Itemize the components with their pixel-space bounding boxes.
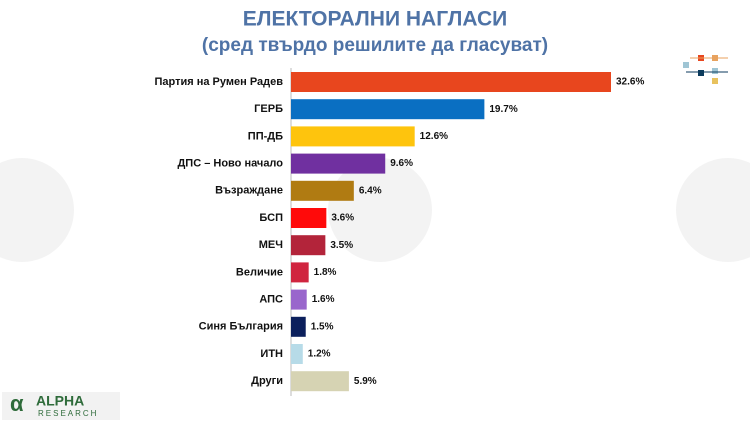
value-label: 1.8% [314,267,337,278]
logo-sub: RESEARCH [38,409,98,418]
value-label: 9.6% [390,158,413,169]
chart-subtitle: (сред твърдо решилите да гласуват) [202,35,548,56]
bar [291,72,611,92]
bar [291,235,326,256]
bar [291,289,307,310]
bar [291,262,309,283]
value-label: 19.7% [489,104,517,115]
category-label: ГЕРБ [254,103,283,115]
value-label: 12.6% [420,131,448,142]
category-label: ПП-ДБ [248,130,283,142]
category-label: Други [251,375,283,387]
bar [291,180,354,201]
category-label: ИТН [260,348,283,360]
bar [291,99,485,120]
logo: α ALPHA RESEARCH [2,391,120,420]
logo-name: ALPHA [36,393,84,409]
value-label: 5.9% [354,376,377,387]
category-label: Синя България [199,321,283,333]
value-label: 1.2% [308,349,331,360]
category-label: Партия на Румен Радев [155,76,284,88]
value-label: 1.5% [311,321,334,332]
watermarks [0,158,750,262]
value-label: 32.6% [616,77,644,88]
category-label: АПС [259,294,283,306]
value-label: 6.4% [359,185,382,196]
category-label: ДПС – Ново начало [177,158,283,170]
value-label: 3.6% [331,213,354,224]
bar [291,153,386,174]
value-label: 1.6% [312,294,335,305]
decoration [683,55,728,84]
value-label: 3.5% [330,240,353,251]
bar [291,316,306,337]
category-label: БСП [259,212,283,224]
bar [291,126,415,147]
chart-title: ЕЛЕКТОРАЛНИ НАГЛАСИ [243,8,508,31]
category-label: Възраждане [215,185,283,197]
bar [291,208,327,228]
category-label: МЕЧ [259,239,283,251]
svg-text:α: α [10,391,24,416]
category-label: Величие [236,266,283,278]
bar [291,344,303,364]
bar [291,371,349,392]
